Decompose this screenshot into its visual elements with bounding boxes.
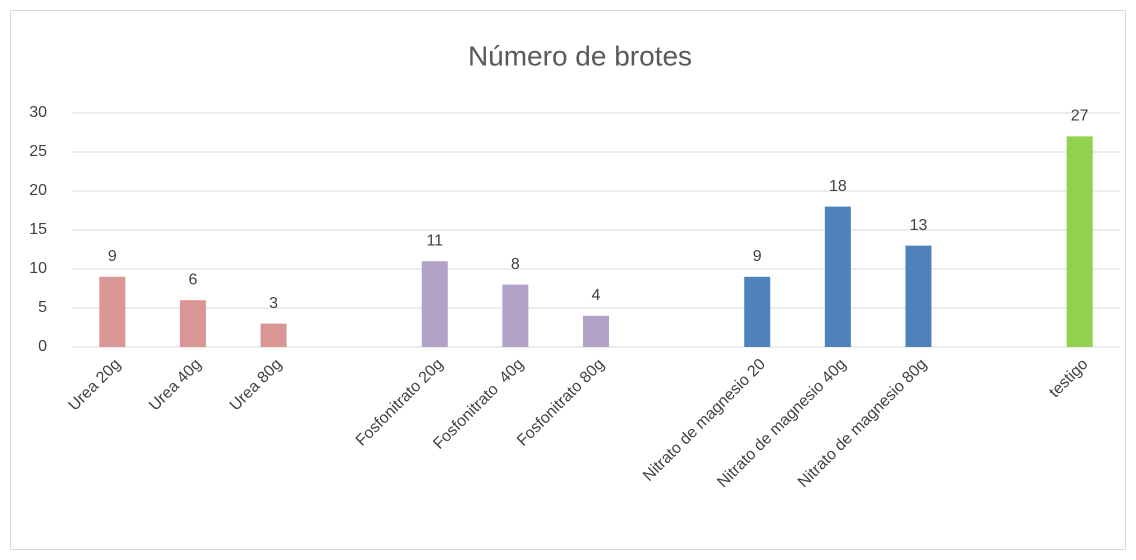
y-tick-label: 25	[29, 143, 47, 160]
data-label: 4	[592, 287, 601, 304]
data-label: 18	[829, 178, 847, 195]
y-tick-label: 0	[38, 338, 47, 355]
bar	[260, 323, 287, 347]
bar	[1066, 136, 1093, 347]
y-tick-label: 15	[29, 221, 47, 238]
y-tick-label: 10	[29, 260, 47, 277]
bar	[905, 245, 932, 347]
y-tick-label: 5	[38, 299, 47, 316]
y-tick-label: 20	[29, 182, 47, 199]
y-tick-label: 30	[29, 104, 47, 121]
bar	[179, 300, 206, 347]
chart-border	[10, 10, 1126, 550]
data-label: 13	[910, 217, 928, 234]
chart-title: Número de brotes	[468, 40, 692, 71]
bar	[421, 261, 448, 347]
data-label: 9	[108, 248, 117, 265]
data-label: 9	[753, 248, 762, 265]
bar	[99, 276, 126, 347]
data-label: 27	[1071, 108, 1089, 125]
bar	[583, 315, 609, 347]
bar	[502, 284, 529, 347]
data-label: 3	[269, 295, 278, 312]
bar	[824, 206, 851, 347]
data-label: 6	[188, 271, 197, 288]
data-label: 11	[426, 232, 443, 249]
bar	[744, 276, 771, 347]
data-label: 8	[511, 256, 520, 273]
